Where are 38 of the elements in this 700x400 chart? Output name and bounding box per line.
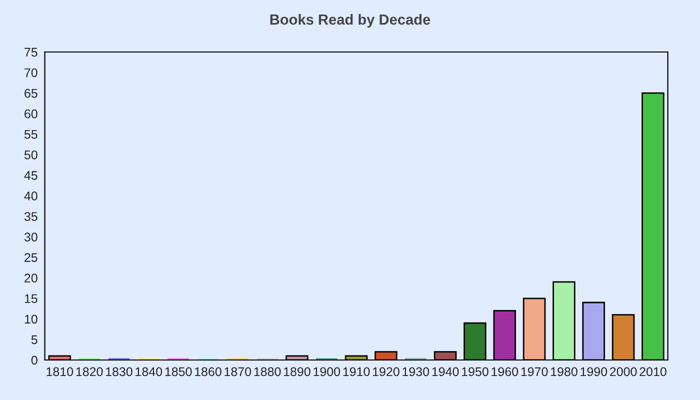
- y-tick-label: 15: [24, 294, 38, 304]
- x-tick-label: 1830: [106, 367, 132, 376]
- x-tick-label: 1920: [373, 367, 400, 376]
- y-tick-label: 40: [24, 192, 38, 200]
- y-tick-label: 5: [31, 335, 38, 344]
- x-tick-label: 1970: [521, 367, 548, 376]
- x-tick-label: 1840: [136, 367, 162, 376]
- x-tick-label: 2010: [640, 367, 666, 376]
- x-tick-label: 1890: [284, 367, 310, 376]
- y-tick-label: 0: [31, 356, 38, 365]
- y-tick-label: 55: [24, 130, 38, 139]
- x-tick-label: 1850: [165, 367, 192, 376]
- x-tick-label: 1910: [343, 367, 370, 376]
- y-tick-label: 10: [24, 314, 38, 324]
- y-tick-label: 75: [24, 48, 38, 57]
- x-tick-label: 1900: [314, 367, 340, 376]
- x-tick-label: 1860: [195, 367, 222, 376]
- y-tick-label: 70: [24, 68, 38, 78]
- x-tick-label: 1980: [551, 367, 578, 376]
- y-tick-label: 25: [24, 253, 38, 262]
- x-tick-label: 1960: [492, 367, 518, 376]
- x-tick-label: 1810: [46, 367, 74, 376]
- x-tick-label: 2000: [610, 367, 637, 376]
- x-tick-label: 1820: [76, 367, 103, 376]
- y-tick-label: 60: [24, 109, 38, 118]
- y-tick-label: 35: [24, 212, 38, 221]
- x-tick-label: 1990: [580, 367, 608, 376]
- y-tick-label: 65: [24, 88, 38, 98]
- x-tick-label: 1950: [462, 367, 488, 376]
- x-tick-label: 1870: [224, 367, 252, 376]
- y-tick-label: 20: [24, 274, 38, 283]
- y-tick-label: 50: [24, 150, 38, 160]
- y-tick-label: 30: [24, 232, 38, 242]
- x-tick-label: 1940: [432, 367, 459, 376]
- x-tick-label: 1880: [254, 367, 281, 376]
- y-tick-label: 45: [24, 171, 38, 180]
- chart-title: Books Read by Decade: [270, 14, 430, 28]
- x-tick-label: 1930: [402, 367, 430, 376]
